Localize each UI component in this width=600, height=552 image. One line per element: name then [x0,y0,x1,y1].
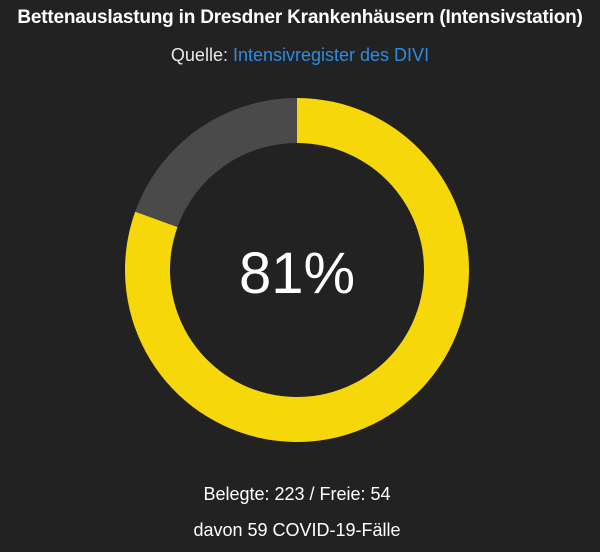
chart-title: Bettenauslastung in Dresdner Krankenhäus… [17,7,583,28]
source-line: Quelle: Intensivregister des DIVI [0,45,600,66]
beds-summary: Belegte: 223 / Freie: 54 [203,484,391,504]
center-percentage: 81% [238,241,356,306]
source-link[interactable]: Intensivregister des DIVI [232,45,430,65]
donut-slice-freie [135,98,297,227]
covid-cases: davon 59 COVID-19-Fälle [193,520,401,540]
source-label: Quelle: [170,45,228,65]
